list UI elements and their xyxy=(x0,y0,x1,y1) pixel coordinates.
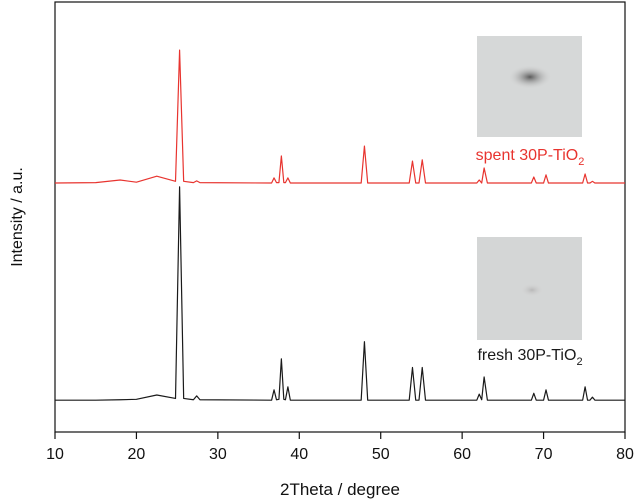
annotation: fresh 30P-TiO2 xyxy=(477,347,582,368)
x-tick-label: 60 xyxy=(453,446,471,463)
x-tick-label: 10 xyxy=(46,446,64,463)
x-tick-label: 40 xyxy=(290,446,308,463)
annotation-text: spent 30P-TiO xyxy=(476,147,579,164)
annotation-text: 2 xyxy=(576,356,582,368)
annotation-text: fresh 30P-TiO xyxy=(477,347,576,364)
x-axis-label: 2Theta / degree xyxy=(280,480,400,499)
x-tick-label: 50 xyxy=(372,446,390,463)
photo-fresh-sample xyxy=(520,283,544,297)
plot-frame xyxy=(54,1,626,433)
x-tick-label: 70 xyxy=(535,446,553,463)
x-tick-label: 80 xyxy=(616,446,634,463)
x-tick-label: 30 xyxy=(209,446,227,463)
annotation: spent 30P-TiO2 xyxy=(476,147,585,168)
series-line xyxy=(54,49,625,184)
annotation-text: 2 xyxy=(578,156,584,168)
x-tick-label: 20 xyxy=(128,446,146,463)
photo-spent-sample xyxy=(508,65,552,89)
y-axis-label: Intensity / a.u. xyxy=(9,167,26,267)
series-line xyxy=(55,186,625,401)
